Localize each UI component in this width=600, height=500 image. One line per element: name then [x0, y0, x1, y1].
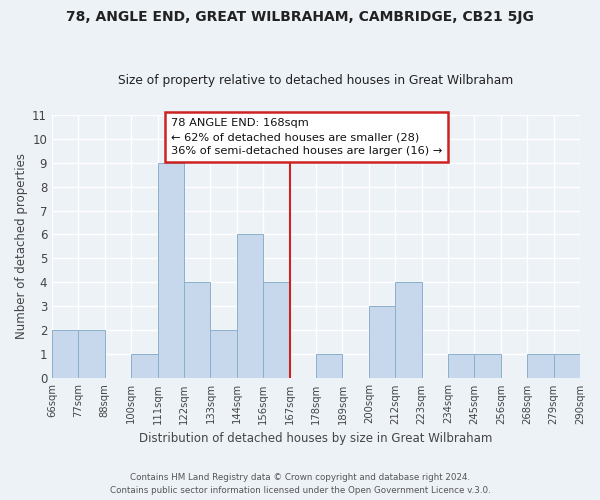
Bar: [79, 330, 105, 378]
Bar: [52, 330, 79, 378]
Bar: [263, 282, 290, 378]
Bar: [527, 354, 554, 378]
Bar: [395, 282, 422, 378]
Text: 78 ANGLE END: 168sqm
← 62% of detached houses are smaller (28)
36% of semi-detac: 78 ANGLE END: 168sqm ← 62% of detached h…: [171, 118, 442, 156]
Bar: [554, 354, 580, 378]
Text: 78, ANGLE END, GREAT WILBRAHAM, CAMBRIDGE, CB21 5JG: 78, ANGLE END, GREAT WILBRAHAM, CAMBRIDG…: [66, 10, 534, 24]
Bar: [211, 330, 237, 378]
Text: Contains HM Land Registry data © Crown copyright and database right 2024.
Contai: Contains HM Land Registry data © Crown c…: [110, 473, 490, 495]
Bar: [316, 354, 343, 378]
Bar: [475, 354, 501, 378]
Bar: [158, 162, 184, 378]
Bar: [448, 354, 475, 378]
Bar: [237, 234, 263, 378]
X-axis label: Distribution of detached houses by size in Great Wilbraham: Distribution of detached houses by size …: [139, 432, 493, 445]
Bar: [131, 354, 158, 378]
Title: Size of property relative to detached houses in Great Wilbraham: Size of property relative to detached ho…: [118, 74, 514, 87]
Y-axis label: Number of detached properties: Number of detached properties: [15, 154, 28, 340]
Bar: [369, 306, 395, 378]
Bar: [184, 282, 211, 378]
